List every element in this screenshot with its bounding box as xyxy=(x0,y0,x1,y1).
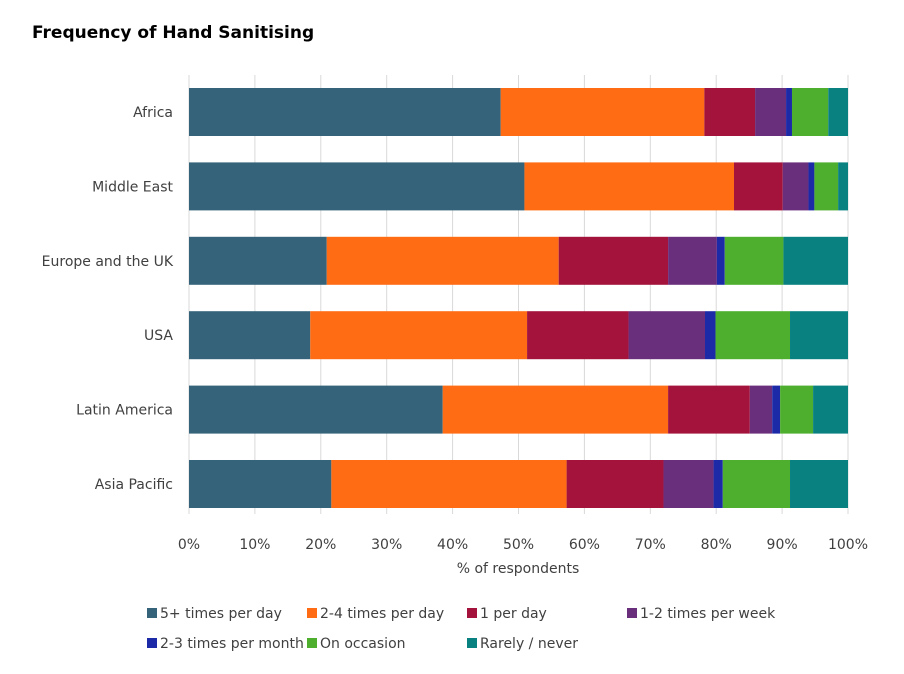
legend-swatch xyxy=(147,608,157,618)
legend-label: 2-4 times per day xyxy=(320,606,444,622)
category-label: Latin America xyxy=(76,403,173,419)
bar-segment xyxy=(566,460,664,508)
bar-segment xyxy=(790,460,848,508)
legend-item: 5+ times per day xyxy=(147,606,282,622)
bar-segment xyxy=(663,460,714,508)
legend-swatch xyxy=(627,608,637,618)
bar-segment xyxy=(786,88,792,136)
legend-swatch xyxy=(307,608,317,618)
bar-segment xyxy=(558,236,669,285)
bar-segment xyxy=(189,460,332,508)
bar-segment xyxy=(814,162,839,211)
bar-segment xyxy=(442,385,669,434)
x-axis-title: % of respondents xyxy=(457,561,580,577)
bar-segment xyxy=(628,311,705,360)
bar-segment xyxy=(331,460,567,508)
category-label: USA xyxy=(144,328,173,344)
x-tick-label: 0% xyxy=(178,537,200,553)
category-label: Asia Pacific xyxy=(95,477,173,493)
x-tick-label: 60% xyxy=(569,537,600,553)
legend-item: 2-4 times per day xyxy=(307,606,444,622)
bar-segment xyxy=(772,385,781,434)
x-tick-label: 20% xyxy=(305,537,336,553)
legend-label: 1-2 times per week xyxy=(640,606,776,622)
legend-item: 2-3 times per month xyxy=(147,636,304,652)
x-tick-labels: 0% 10% 20% 30% 40% 50% 60% 70% 80% 90% 100% xyxy=(178,537,868,553)
bar-segment xyxy=(780,385,814,434)
bar-segment xyxy=(704,311,716,360)
legend-item: Rarely / never xyxy=(467,636,578,652)
legend-item: On occasion xyxy=(307,636,406,652)
bar-segment xyxy=(838,162,848,211)
x-tick-label: 40% xyxy=(437,537,468,553)
x-tick-label: 90% xyxy=(767,537,798,553)
bar-segment xyxy=(189,236,327,285)
legend-swatch xyxy=(467,608,477,618)
bar-segment xyxy=(189,88,501,136)
bar-segment xyxy=(716,236,725,285)
bar-segment xyxy=(713,460,723,508)
bar-segment xyxy=(722,460,791,508)
category-labels: Africa Middle East Europe and the UK USA Lat… xyxy=(42,105,174,493)
legend: 5+ times per day 2-4 times per day 1 per d… xyxy=(147,606,776,652)
bar-segment xyxy=(828,88,848,136)
bar-segment xyxy=(724,236,784,285)
legend-label: Rarely / never xyxy=(480,636,578,652)
category-label: Europe and the UK xyxy=(42,254,174,270)
bar-segment xyxy=(733,162,783,211)
category-label: Africa xyxy=(133,105,173,121)
bar-segment xyxy=(326,236,559,285)
x-tick-label: 80% xyxy=(701,537,732,553)
bars xyxy=(189,88,848,508)
bar-segment xyxy=(755,88,787,136)
legend-label: 1 per day xyxy=(480,606,547,622)
gridlines xyxy=(188,75,849,514)
bar-segment xyxy=(668,236,717,285)
x-tick-label: 70% xyxy=(635,537,666,553)
legend-swatch xyxy=(307,638,317,648)
chart-title: Frequency of Hand Sanitising xyxy=(32,23,315,43)
x-tick-label: 10% xyxy=(239,537,270,553)
bar-segment xyxy=(668,385,750,434)
bar-segment xyxy=(715,311,791,360)
x-tick-label: 100% xyxy=(828,537,868,553)
bar-segment xyxy=(749,385,773,434)
bar-segment xyxy=(524,162,734,211)
bar-segment xyxy=(791,88,829,136)
bar-segment xyxy=(189,162,525,211)
bar-segment xyxy=(500,88,705,136)
bar-segment xyxy=(189,385,443,434)
x-tick-label: 50% xyxy=(503,537,534,553)
bar-segment xyxy=(704,88,756,136)
legend-label: 2-3 times per month xyxy=(160,636,304,652)
x-tick-label: 30% xyxy=(371,537,402,553)
bar-segment xyxy=(790,311,848,360)
legend-swatch xyxy=(467,638,477,648)
bar-segment xyxy=(783,236,848,285)
legend-swatch xyxy=(147,638,157,648)
bar-segment xyxy=(782,162,809,211)
bar-segment xyxy=(527,311,629,360)
legend-label: 5+ times per day xyxy=(160,606,282,622)
bar-segment xyxy=(813,385,848,434)
legend-item: 1-2 times per week xyxy=(627,606,776,622)
bar-segment xyxy=(310,311,528,360)
bar-segment xyxy=(808,162,815,211)
bar-segment xyxy=(189,311,311,360)
category-label: Middle East xyxy=(92,179,173,195)
legend-item: 1 per day xyxy=(467,606,547,622)
legend-label: On occasion xyxy=(320,636,406,652)
